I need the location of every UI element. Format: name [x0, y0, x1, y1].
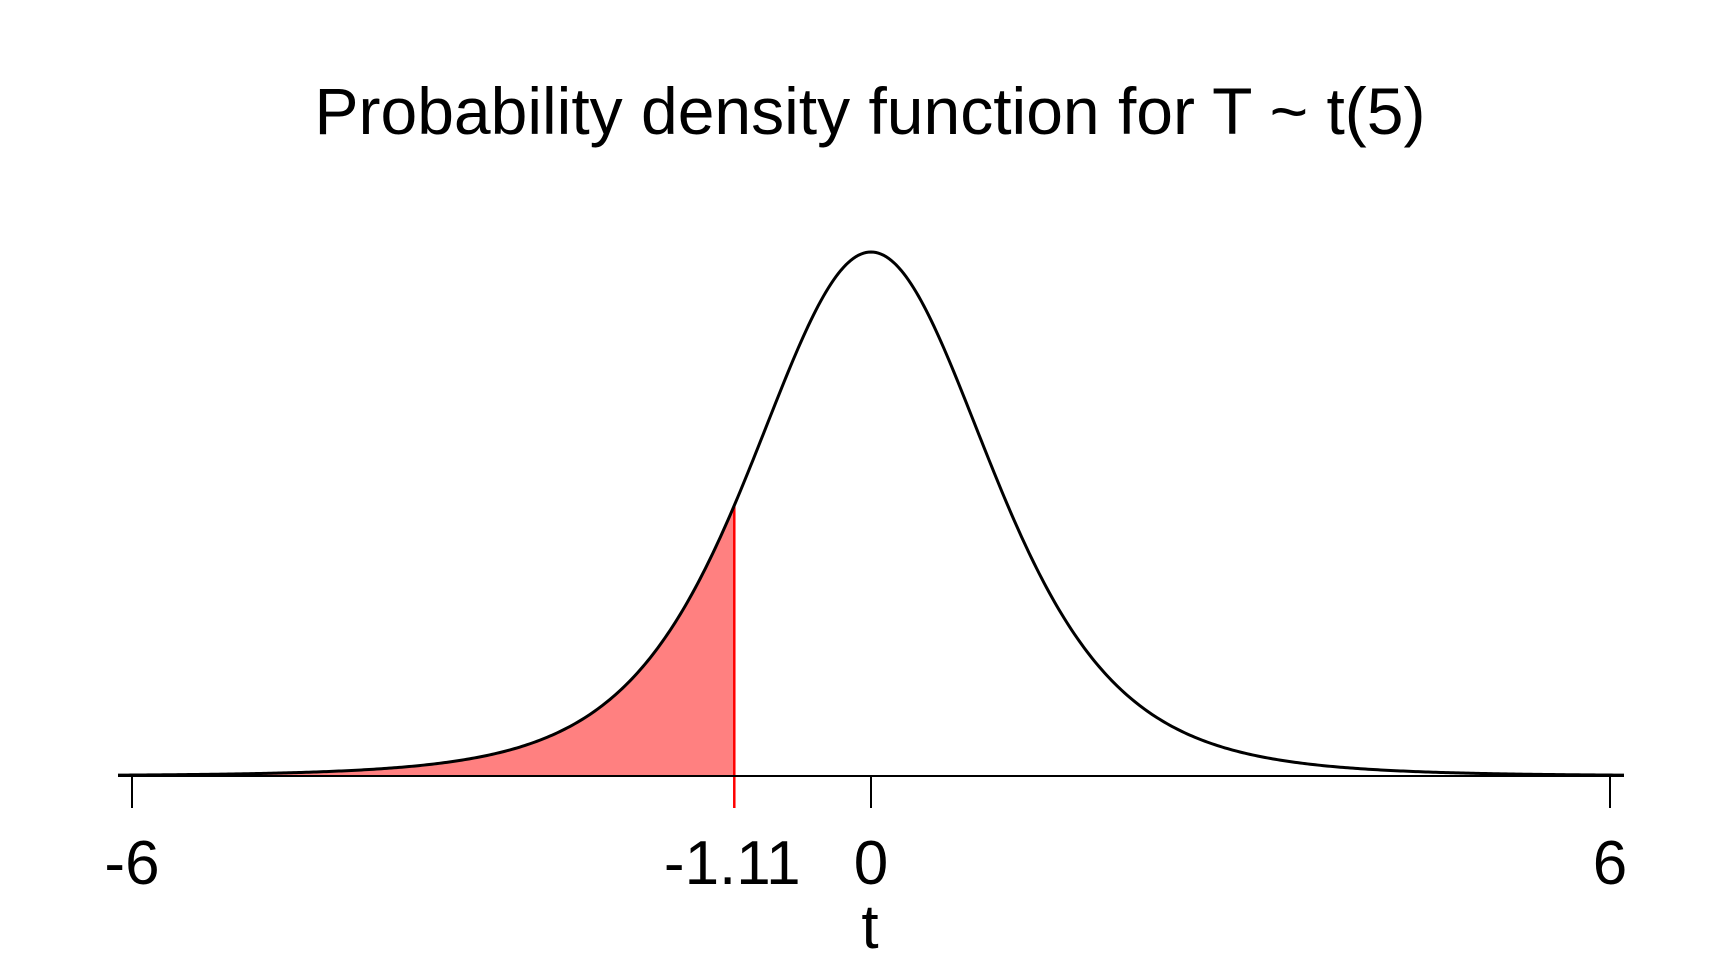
x-axis-label: t [861, 893, 878, 962]
density-curve [117, 250, 1625, 777]
shaded-tail-area [118, 505, 735, 776]
x-tick-label: 6 [1593, 829, 1627, 898]
x-axis-ticks: -6 0 6 [104, 776, 1627, 898]
chart-title: Probability density function for T ~ t(5… [315, 74, 1426, 148]
marked-value-label: -1.11 [664, 829, 801, 898]
x-tick-label: 0 [854, 829, 888, 898]
x-tick-label: -6 [104, 829, 159, 898]
